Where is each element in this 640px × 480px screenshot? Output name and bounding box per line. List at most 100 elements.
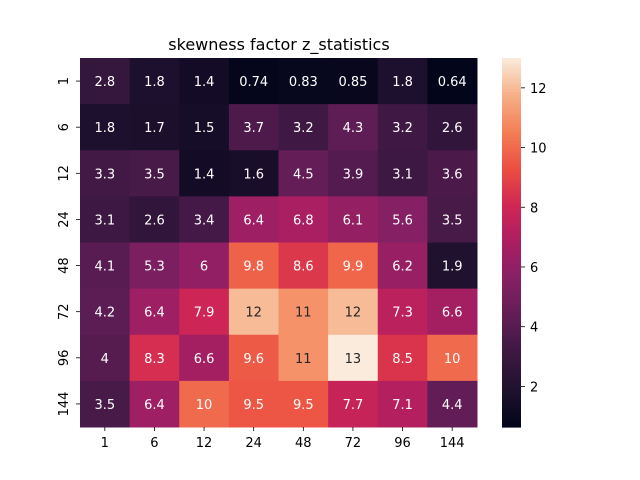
colorbar-segment bbox=[502, 242, 521, 247]
colorbar-segment bbox=[502, 411, 521, 416]
colorbar-segment bbox=[502, 97, 521, 102]
cell-value-label: 9.6 bbox=[243, 352, 264, 367]
heatmap-cell bbox=[328, 196, 379, 243]
colorbar-segment bbox=[502, 190, 521, 194]
colorbar-segment bbox=[502, 101, 521, 105]
colorbar-segment bbox=[502, 322, 521, 327]
x-tick-label: 12 bbox=[196, 436, 213, 451]
cell-value-label: 6.4 bbox=[243, 213, 264, 228]
colorbar-segment bbox=[502, 310, 521, 314]
colorbar-tick-label: 4 bbox=[530, 321, 538, 336]
cell-value-label: 0.64 bbox=[438, 75, 467, 90]
cell-value-label: 1.5 bbox=[194, 121, 215, 136]
y-tick-label: 144 bbox=[57, 392, 72, 417]
colorbar-segment bbox=[502, 211, 521, 216]
colorbar-segment bbox=[502, 233, 521, 237]
colorbar-segment bbox=[502, 365, 521, 370]
y-tick-label: 48 bbox=[57, 257, 72, 274]
cell-value-label: 3.2 bbox=[293, 121, 314, 136]
colorbar-segment bbox=[502, 297, 521, 302]
heatmap-cell bbox=[328, 150, 379, 197]
cell-value-label: 3.2 bbox=[392, 121, 413, 136]
colorbar-segment bbox=[502, 58, 521, 62]
cell-value-label: 0.85 bbox=[338, 75, 367, 90]
heatmap-cell bbox=[377, 150, 428, 197]
colorbar-segment bbox=[502, 316, 521, 320]
cell-value-label: 13 bbox=[345, 352, 362, 367]
colorbar-segment bbox=[502, 260, 521, 265]
heatmap-cell bbox=[80, 150, 131, 197]
colorbar-segment bbox=[502, 76, 521, 81]
colorbar-segment bbox=[502, 353, 521, 357]
cell-value-label: 8.6 bbox=[293, 260, 314, 275]
heatmap-cell bbox=[377, 380, 428, 428]
colorbar-segment bbox=[502, 343, 521, 348]
colorbar-segment bbox=[502, 328, 521, 333]
cell-value-label: 6.6 bbox=[442, 306, 463, 321]
colorbar-segment bbox=[502, 227, 521, 231]
heatmap-cell bbox=[129, 334, 180, 382]
colorbar-segment bbox=[502, 334, 521, 339]
heatmap-cell bbox=[278, 104, 329, 151]
colorbar-segment bbox=[502, 119, 521, 124]
colorbar-segment bbox=[502, 337, 521, 342]
colorbar-segment bbox=[502, 270, 521, 274]
colorbar-segment bbox=[502, 396, 521, 400]
heatmap-cell bbox=[427, 242, 478, 290]
heatmap-cell bbox=[228, 380, 279, 428]
colorbar-segment bbox=[502, 264, 521, 268]
cell-value-label: 3.9 bbox=[343, 167, 364, 182]
colorbar-tick-label: 2 bbox=[530, 380, 538, 395]
cell-value-label: 9.8 bbox=[243, 260, 264, 275]
heatmap-cell bbox=[179, 150, 230, 197]
heatmap-cell bbox=[328, 58, 379, 105]
cell-value-label: 7.3 bbox=[392, 306, 413, 321]
cell-value-label: 2.6 bbox=[144, 213, 165, 228]
colorbar-segment bbox=[502, 196, 521, 201]
colorbar-segment bbox=[502, 177, 521, 182]
y-tick-label: 6 bbox=[57, 123, 72, 131]
heatmap-cell bbox=[129, 380, 180, 428]
colorbar-segment bbox=[502, 359, 521, 364]
colorbar-tick-label: 6 bbox=[530, 261, 538, 276]
colorbar-segment bbox=[502, 181, 521, 185]
heatmap-cell bbox=[129, 58, 180, 105]
colorbar-segment bbox=[502, 165, 521, 170]
colorbar-segment bbox=[502, 205, 521, 210]
cell-value-label: 12 bbox=[245, 306, 262, 321]
colorbar-segment bbox=[502, 405, 521, 410]
cell-value-label: 6.4 bbox=[144, 398, 165, 413]
colorbar-segment bbox=[502, 294, 521, 299]
colorbar-segment bbox=[502, 110, 521, 114]
cell-value-label: 9.5 bbox=[243, 398, 264, 413]
colorbar-segment bbox=[502, 257, 521, 262]
colorbar-segment bbox=[502, 134, 521, 139]
heatmap-cell bbox=[80, 58, 131, 105]
cell-value-label: 1.8 bbox=[392, 75, 413, 90]
heatmap-cell bbox=[328, 104, 379, 151]
cell-value-label: 4.2 bbox=[94, 306, 115, 321]
colorbar-segment bbox=[502, 350, 521, 354]
heatmap-cell bbox=[377, 58, 428, 105]
heatmap-cell bbox=[179, 334, 230, 382]
cell-value-label: 3.1 bbox=[392, 167, 413, 182]
heatmap-cell bbox=[278, 150, 329, 197]
heatmap-cell bbox=[328, 334, 379, 382]
cell-value-label: 6.6 bbox=[194, 352, 215, 367]
colorbar-segment bbox=[502, 174, 521, 179]
colorbar-segment bbox=[502, 67, 521, 71]
cell-value-label: 2.6 bbox=[442, 121, 463, 136]
colorbar-segment bbox=[502, 70, 521, 74]
colorbar-segment bbox=[502, 251, 521, 256]
x-tick-label: 24 bbox=[245, 436, 262, 451]
colorbar-segment bbox=[502, 276, 521, 280]
colorbar-segment bbox=[502, 153, 521, 157]
colorbar-segment bbox=[502, 73, 521, 78]
cell-value-label: 9.5 bbox=[293, 398, 314, 413]
colorbar-segment bbox=[502, 387, 521, 391]
colorbar-segment bbox=[502, 377, 521, 382]
heatmap-cell bbox=[129, 196, 180, 243]
cell-value-label: 8.5 bbox=[392, 352, 413, 367]
heatmap-cell bbox=[228, 288, 279, 336]
colorbar-segment bbox=[502, 325, 521, 330]
